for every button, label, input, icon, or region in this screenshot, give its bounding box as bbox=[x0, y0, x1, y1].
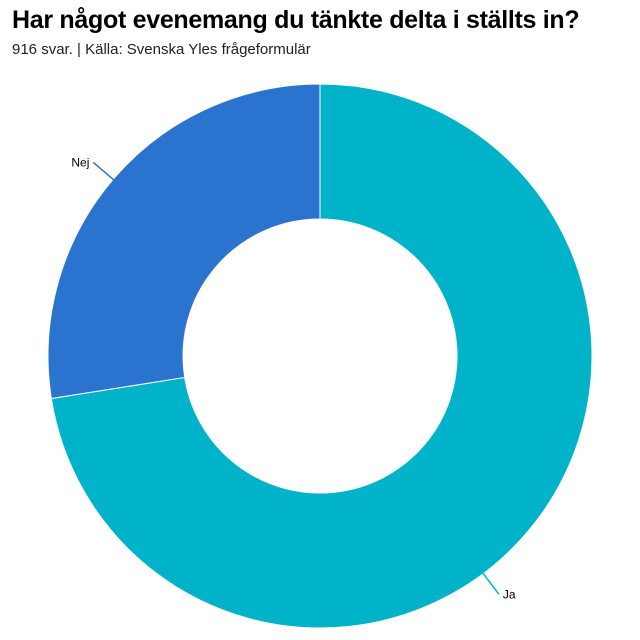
donut-slices bbox=[47, 83, 593, 629]
slice-label-ja: Ja bbox=[503, 587, 516, 601]
slice-label-nej: Nej bbox=[71, 155, 89, 169]
leader-line-nej bbox=[92, 161, 116, 182]
page-title: Har något evenemang du tänkte delta i st… bbox=[12, 6, 580, 34]
slice-nej[interactable] bbox=[47, 83, 321, 400]
slice-ja[interactable] bbox=[50, 83, 593, 629]
page-subtitle: 916 svar. | Källa: Svenska Yles frågefor… bbox=[12, 41, 311, 58]
slice-labels: Ja Nej bbox=[71, 155, 516, 601]
leader-line-ja bbox=[481, 571, 500, 595]
